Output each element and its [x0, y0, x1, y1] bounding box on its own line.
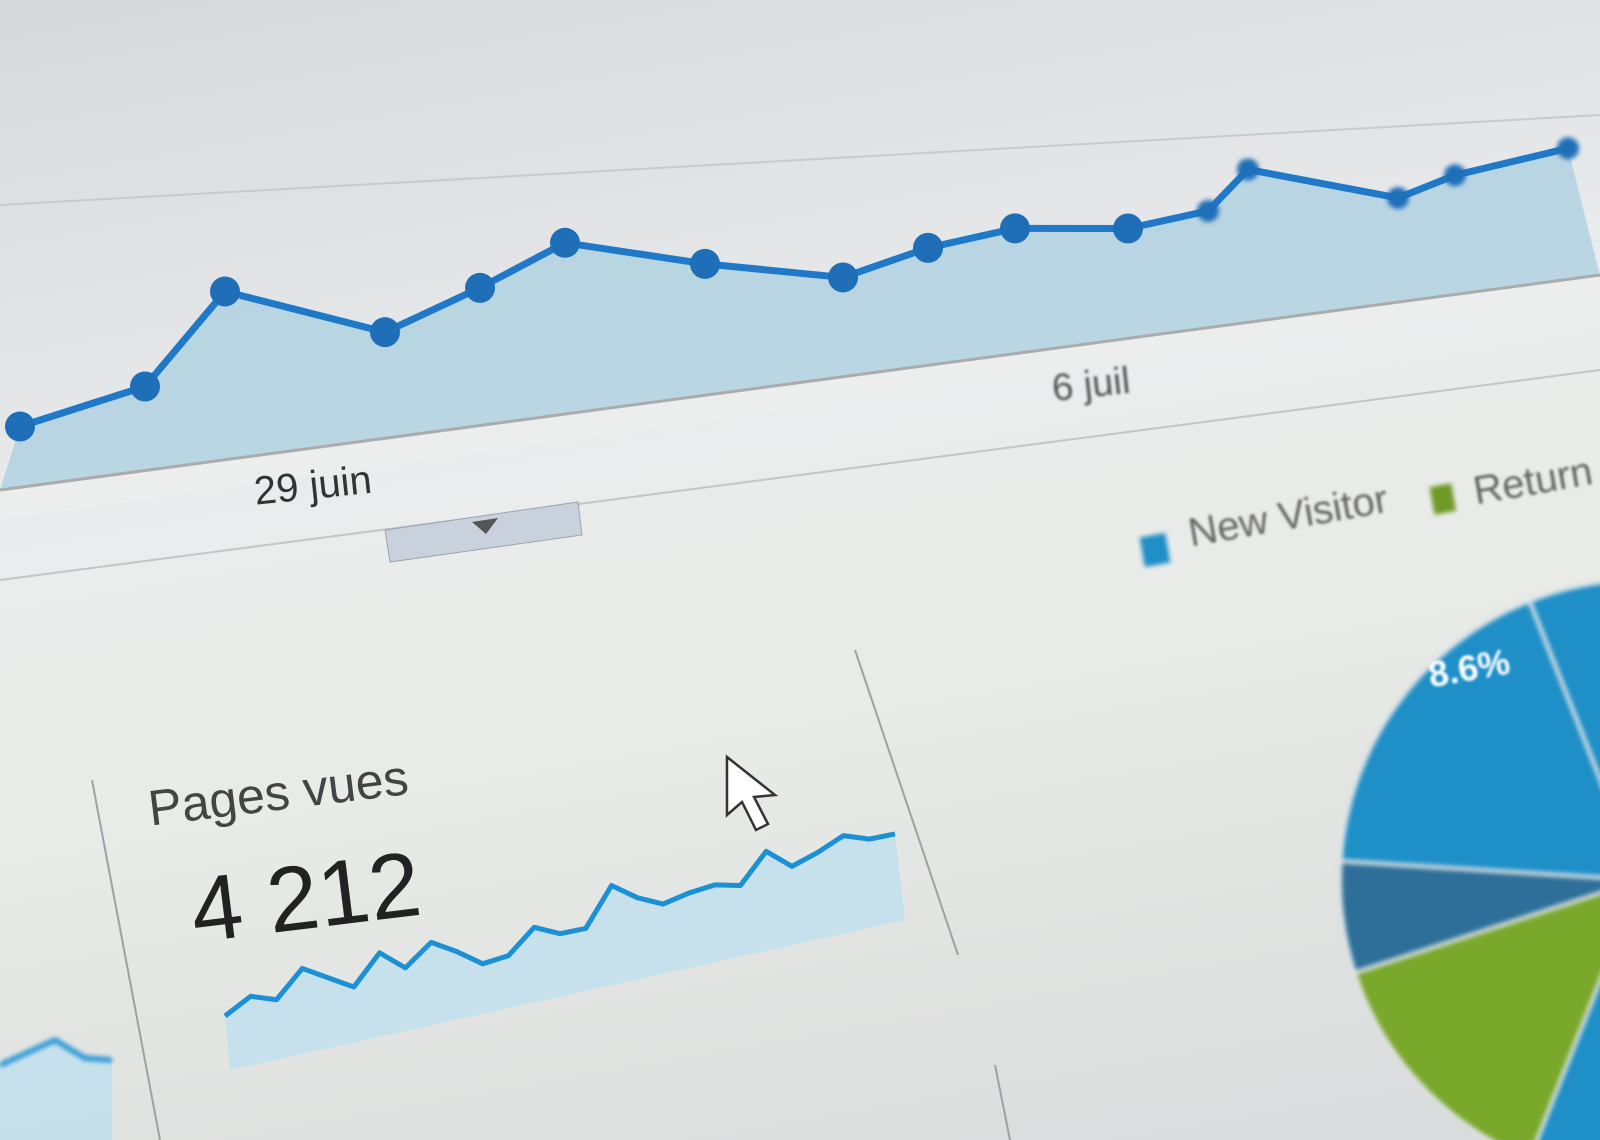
pie-slice[interactable] [1338, 598, 1600, 880]
x-tick-label: 6 juil [1050, 359, 1133, 410]
sparkline-fill [225, 833, 905, 1070]
arrow-cursor-icon [725, 754, 779, 832]
data-point[interactable] [370, 317, 400, 348]
data-point[interactable] [1557, 137, 1579, 160]
range-dropdown-tab[interactable] [384, 501, 583, 563]
area-fill [0, 148, 1600, 490]
data-point[interactable] [913, 232, 943, 263]
data-point[interactable] [465, 272, 495, 303]
legend-swatch-new [1139, 532, 1171, 568]
sparkline [223, 831, 896, 1018]
data-point[interactable] [5, 411, 35, 442]
pie-chart [1338, 580, 1600, 1140]
data-point[interactable] [1000, 213, 1030, 244]
card-divider [854, 649, 959, 956]
data-point[interactable] [210, 276, 240, 307]
data-point[interactable] [1237, 158, 1259, 181]
legend-swatch-returning [1429, 483, 1457, 515]
series-line [18, 144, 1569, 430]
pie-slice[interactable] [1526, 580, 1600, 1140]
adjacent-sparkline [0, 1037, 113, 1068]
card-divider [994, 1064, 1011, 1140]
data-point[interactable] [828, 262, 858, 293]
caret-down-icon[interactable] [472, 518, 498, 534]
data-point[interactable] [1444, 164, 1466, 187]
axis-band [0, 275, 1600, 520]
data-point[interactable] [690, 248, 720, 279]
data-point[interactable] [130, 371, 160, 402]
card-divider [91, 779, 161, 1140]
data-point[interactable] [1197, 199, 1219, 222]
data-point[interactable] [1387, 186, 1409, 209]
data-point[interactable] [550, 227, 580, 258]
adjacent-sparkline-fill [0, 1040, 112, 1140]
grid-line [0, 114, 1600, 206]
timeline-line [0, 369, 1600, 581]
data-point[interactable] [1113, 213, 1143, 244]
x-axis [0, 273, 1600, 492]
